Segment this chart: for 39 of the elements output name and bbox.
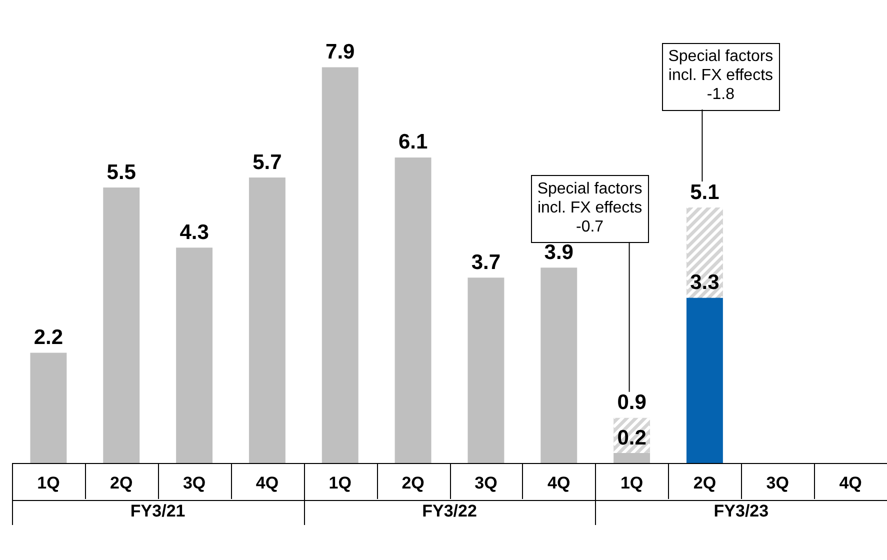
- bar: [30, 352, 67, 463]
- bar: [176, 248, 213, 463]
- x-tick-label: 1Q: [328, 474, 352, 493]
- bar: [394, 157, 432, 463]
- text: FY3/22: [422, 502, 477, 521]
- annotation: Special factors incl. FX effects -1.8: [668, 48, 774, 103]
- annotation: Special factors incl. FX effects -0.7: [537, 180, 642, 236]
- total-label: 0.9: [617, 391, 646, 414]
- data-label: 2.2: [34, 326, 64, 350]
- data-label: 7.9: [326, 40, 355, 64]
- data-label: 0.2: [617, 426, 646, 450]
- data-label: 6.1: [398, 130, 428, 154]
- bar: [468, 278, 504, 463]
- x-tick-label: 2Q: [693, 474, 716, 493]
- x-tick-label: 2Q: [402, 474, 424, 493]
- x-tick-label: 2Q: [110, 474, 133, 493]
- x-tick-label: 3Q: [766, 474, 789, 493]
- data-label: 4.3: [180, 220, 209, 244]
- data-label: 5.7: [252, 150, 282, 174]
- data-label: 3.3: [690, 270, 720, 294]
- x-tick-label: 4Q: [256, 474, 279, 493]
- text: FY3/21: [130, 502, 186, 521]
- x-tick-label: 1Q: [37, 474, 60, 493]
- bar: [686, 298, 723, 463]
- bar: [248, 177, 286, 463]
- x-tick-label: 1Q: [620, 474, 644, 493]
- x-tick-label: 3Q: [474, 474, 498, 493]
- data-label: 3.7: [471, 250, 501, 274]
- bar: [322, 67, 358, 463]
- total-label: 5.1: [690, 180, 720, 204]
- bar: [103, 187, 140, 463]
- x-tick-label: 4Q: [839, 474, 862, 493]
- bar: [540, 268, 578, 463]
- data-label: 3.9: [544, 240, 574, 264]
- data-label: 5.5: [106, 160, 136, 184]
- x-tick-label: 4Q: [548, 474, 570, 493]
- text: FY3/23: [714, 502, 769, 521]
- x-tick-label: 3Q: [182, 474, 206, 493]
- bar: [614, 452, 650, 463]
